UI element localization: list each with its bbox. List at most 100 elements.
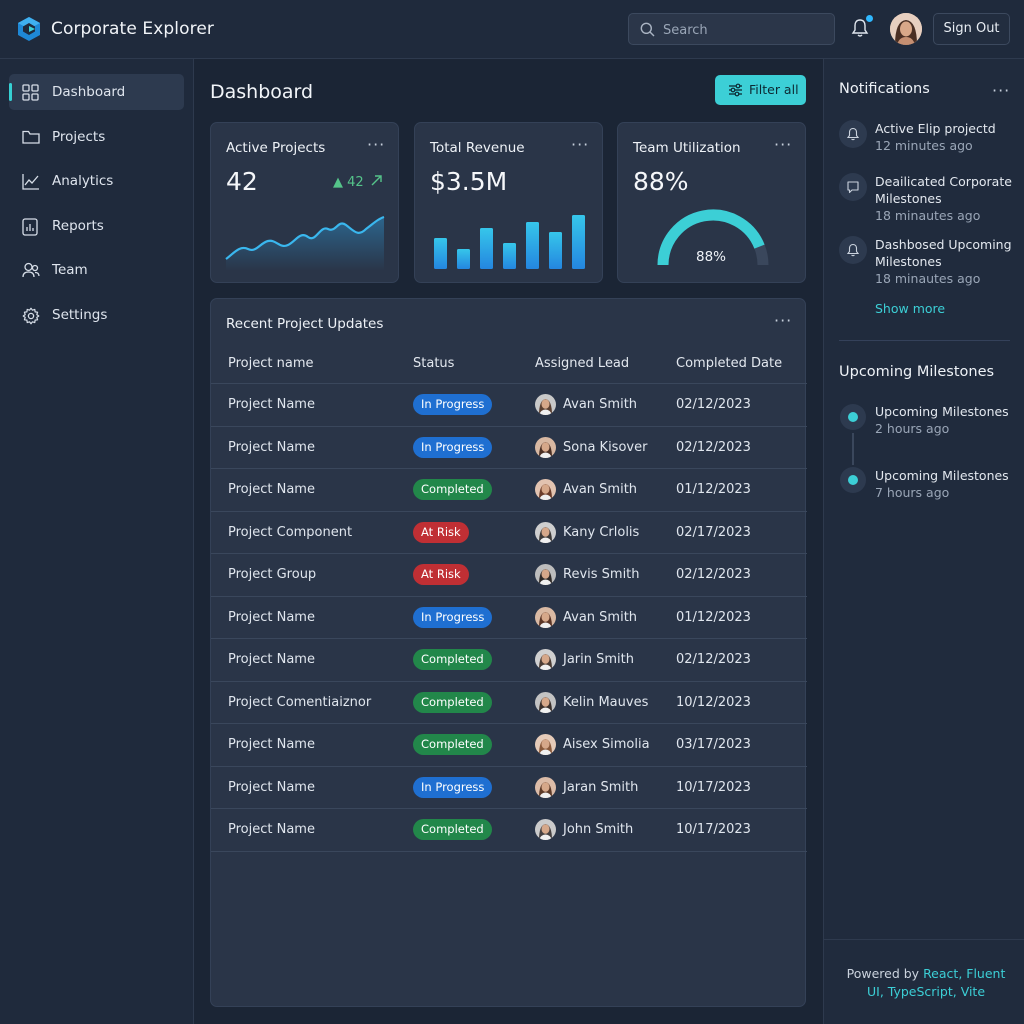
notification-icon bbox=[839, 120, 867, 148]
lead-name: Jarin Smith bbox=[563, 652, 634, 667]
milestone-time: 2 hours ago bbox=[875, 421, 950, 436]
table-row[interactable]: Project Name In Progress Sona Kisover 02/12… bbox=[211, 425, 807, 469]
bar bbox=[434, 238, 447, 269]
user-avatar[interactable] bbox=[890, 13, 922, 45]
sidebar-item-projects[interactable]: Projects bbox=[9, 119, 184, 155]
project-name: Project Component bbox=[228, 524, 353, 540]
table-row[interactable]: Project Name In Progress Jaran Smith 10/17/… bbox=[211, 765, 807, 809]
card-more-button[interactable]: ··· bbox=[367, 135, 386, 154]
grid-icon bbox=[22, 84, 39, 101]
bell-icon bbox=[846, 127, 860, 141]
bell-icon bbox=[846, 243, 860, 257]
search-box[interactable] bbox=[628, 13, 835, 45]
status-badge: In Progress bbox=[413, 776, 493, 798]
table-row[interactable]: Project Component At Risk Kany Crlolis 02/1… bbox=[211, 510, 807, 554]
card-value: 42 bbox=[226, 167, 258, 196]
table-row[interactable]: Project Name In Progress Avan Smith 02/12/2… bbox=[211, 383, 807, 426]
table-row[interactable]: Project Name In Progress Avan Smith 01/12/2… bbox=[211, 595, 807, 639]
lead-avatar bbox=[535, 436, 556, 458]
lead-avatar bbox=[535, 564, 556, 585]
notification-icon bbox=[839, 236, 867, 264]
column-header-project[interactable]: Project name bbox=[228, 356, 314, 371]
project-name: Project Comentiaiznor bbox=[228, 694, 372, 710]
card-more-button[interactable]: ··· bbox=[774, 135, 793, 154]
lead-avatar bbox=[535, 479, 556, 500]
column-header-status[interactable]: Status bbox=[413, 356, 455, 371]
lead-name: Sona Kisover bbox=[563, 439, 648, 455]
notification-item[interactable]: Deailicated Corporate Milestones 18 mina… bbox=[875, 173, 1015, 224]
footer: Powered by React, Fluent UI, TypeScript,… bbox=[824, 939, 1024, 1024]
lead-name: Revis Smith bbox=[563, 567, 640, 582]
lead-name: Kelin Mauves bbox=[563, 694, 649, 710]
milestone-time: 7 hours ago bbox=[875, 485, 950, 500]
completed-date: 10/12/2023 bbox=[676, 694, 751, 710]
powered-by-prefix: Powered by bbox=[846, 966, 924, 981]
search-icon bbox=[640, 22, 655, 37]
table-bottom-border bbox=[211, 850, 807, 852]
sidebar-item-reports[interactable]: Reports bbox=[9, 208, 184, 244]
table-row[interactable]: Project Name Completed John Smith 10/17/202… bbox=[211, 808, 807, 851]
lead-avatar bbox=[535, 521, 556, 543]
lead-avatar bbox=[535, 819, 556, 840]
sidebar-item-label: Projects bbox=[52, 129, 106, 145]
completed-date: 01/12/2023 bbox=[676, 482, 751, 497]
column-header-date[interactable]: Completed Date bbox=[676, 356, 783, 371]
status-badge: Completed bbox=[413, 734, 492, 755]
notification-time: 18 minautes ago bbox=[875, 208, 981, 223]
table-more-button[interactable]: ··· bbox=[774, 311, 793, 330]
notification-item[interactable]: Active Elip projectd 12 minutes ago bbox=[875, 120, 1015, 154]
notification-time: 18 minautes ago bbox=[875, 271, 981, 286]
filter-all-button[interactable]: Filter all bbox=[715, 75, 806, 105]
table-row[interactable]: Project Name Completed Aisex Simolia 03/17/… bbox=[211, 723, 807, 766]
tech-link-fluent[interactable]: Fluent UI bbox=[866, 966, 1006, 999]
notification-dot bbox=[866, 15, 873, 22]
sidebar-item-analytics[interactable]: Analytics bbox=[9, 163, 184, 199]
status-badge: Completed bbox=[413, 649, 492, 670]
milestone-item[interactable]: Upcoming Milestones 2 hours ago bbox=[875, 403, 1015, 437]
tech-link-vite[interactable]: Vite bbox=[960, 984, 986, 999]
lead-avatar bbox=[535, 776, 556, 798]
completed-date: 02/12/2023 bbox=[676, 652, 751, 667]
bar bbox=[549, 232, 562, 269]
team-utilization-card: Team Utilization ··· 88% 88% bbox=[617, 122, 806, 283]
completed-date: 02/12/2023 bbox=[676, 439, 751, 455]
milestone-item[interactable]: Upcoming Milestones 7 hours ago bbox=[875, 467, 1015, 501]
card-value: 88% bbox=[633, 167, 689, 196]
completed-date: 03/17/2023 bbox=[676, 737, 751, 752]
column-header-lead[interactable]: Assigned Lead bbox=[535, 356, 630, 371]
notification-item[interactable]: Dashbosed Upcoming Milestones 18 minaute… bbox=[875, 236, 1015, 287]
page-title: Dashboard bbox=[210, 81, 314, 103]
notification-text: Active Elip projectd bbox=[875, 121, 996, 136]
message-icon bbox=[847, 181, 859, 194]
sidebar-item-team[interactable]: Team bbox=[9, 252, 184, 288]
show-more-link[interactable]: Show more bbox=[875, 301, 946, 316]
lead-name: Kany Crlolis bbox=[563, 524, 640, 540]
gear-icon bbox=[22, 307, 40, 325]
notification-text: Deailicated Corporate Milestones bbox=[875, 174, 1012, 206]
table-row[interactable]: Project Group At Risk Revis Smith 02/12/202… bbox=[211, 553, 807, 596]
project-name: Project Name bbox=[228, 439, 315, 455]
sidebar-item-dashboard[interactable]: Dashboard bbox=[9, 74, 184, 110]
gauge-label: 88% bbox=[696, 249, 727, 265]
search-input[interactable] bbox=[663, 20, 823, 40]
status-badge: Completed bbox=[413, 479, 492, 500]
sidebar-item-label: Team bbox=[52, 262, 88, 278]
recent-updates-card: Recent Project Updates ··· Project name … bbox=[210, 298, 807, 1007]
tech-link-typescript[interactable]: TypeScript bbox=[887, 984, 953, 999]
table-row[interactable]: Project Comentiaiznor Completed Kelin Mauv… bbox=[211, 680, 807, 724]
completed-date: 02/12/2023 bbox=[676, 567, 751, 582]
notifications-bell-icon[interactable] bbox=[851, 18, 869, 38]
table-row[interactable]: Project Name Completed Avan Smith 01/12/202… bbox=[211, 468, 807, 511]
sign-out-button[interactable]: Sign Out bbox=[933, 13, 1010, 45]
table-row[interactable]: Project Name Completed Jarin Smith 02/12/20… bbox=[211, 638, 807, 681]
status-badge: In Progress bbox=[413, 606, 493, 628]
project-name: Project Name bbox=[228, 609, 315, 625]
right-panel: Notifications ··· Active Elip projectd 1… bbox=[823, 59, 1024, 1024]
sidebar-item-settings[interactable]: Settings bbox=[9, 297, 184, 333]
tech-link-react[interactable]: React bbox=[923, 966, 959, 981]
notifications-more-button[interactable]: ··· bbox=[992, 81, 1011, 100]
bar bbox=[457, 249, 470, 269]
card-more-button[interactable]: ··· bbox=[571, 135, 590, 154]
people-icon bbox=[22, 262, 40, 278]
status-badge: At Risk bbox=[413, 564, 469, 585]
